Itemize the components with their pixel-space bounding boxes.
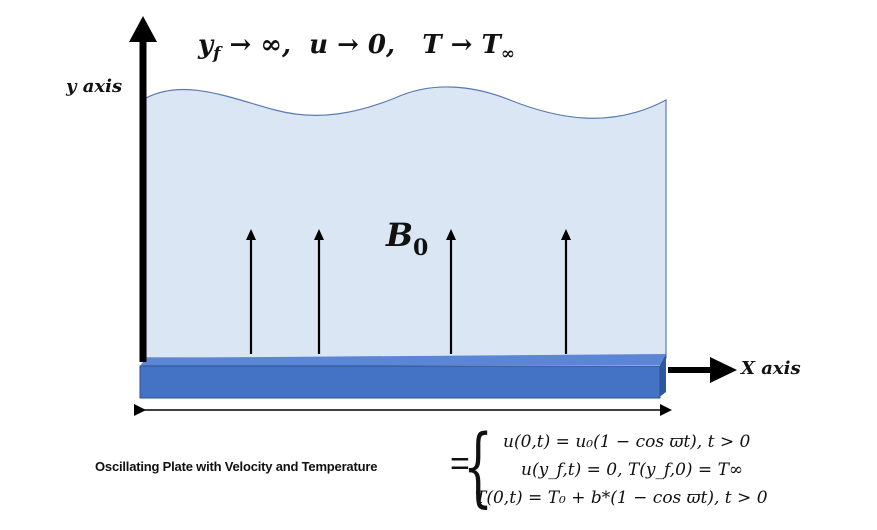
field-arrowhead <box>246 229 256 240</box>
equation-line: u(y_f,t) = 0, T(y_f,0) = T∞ <box>521 460 744 480</box>
y-axis-label: y axis <box>66 76 123 97</box>
field-arrowhead <box>561 229 571 240</box>
y-symbol: y <box>198 30 214 60</box>
x-axis-label: X axis <box>741 358 801 379</box>
left-brace: { <box>463 417 494 517</box>
magnetic-field-label: B0 <box>386 216 428 261</box>
field-arrowhead <box>314 229 324 240</box>
equation-line: T(0,t) = T₀ + b*(1 − cos ϖt), t > 0 <box>475 488 768 508</box>
field-symbol: B <box>386 216 414 254</box>
field-subscript: 0 <box>413 235 429 261</box>
y-subscript: f <box>213 44 221 64</box>
equation-line: u(0,t) = u₀(1 − cos ϖt), t > 0 <box>503 432 751 452</box>
field-arrows <box>246 229 571 354</box>
plate-front-face <box>139 365 661 399</box>
boundary-condition-label: yf → ∞, u → 0, T → T∞ <box>198 30 515 64</box>
plate-top-face <box>140 354 666 366</box>
x-axis-arrowhead <box>710 357 737 383</box>
field-arrowhead <box>446 229 456 240</box>
caption-text: Oscillating Plate with Velocity and Temp… <box>95 459 378 474</box>
fluid-region <box>145 86 667 359</box>
equals-sign: = <box>450 445 470 483</box>
y-axis-arrowhead <box>129 16 157 42</box>
t-subscript: ∞ <box>500 44 515 64</box>
condition-text: → ∞, u → 0, T → T <box>220 30 501 60</box>
